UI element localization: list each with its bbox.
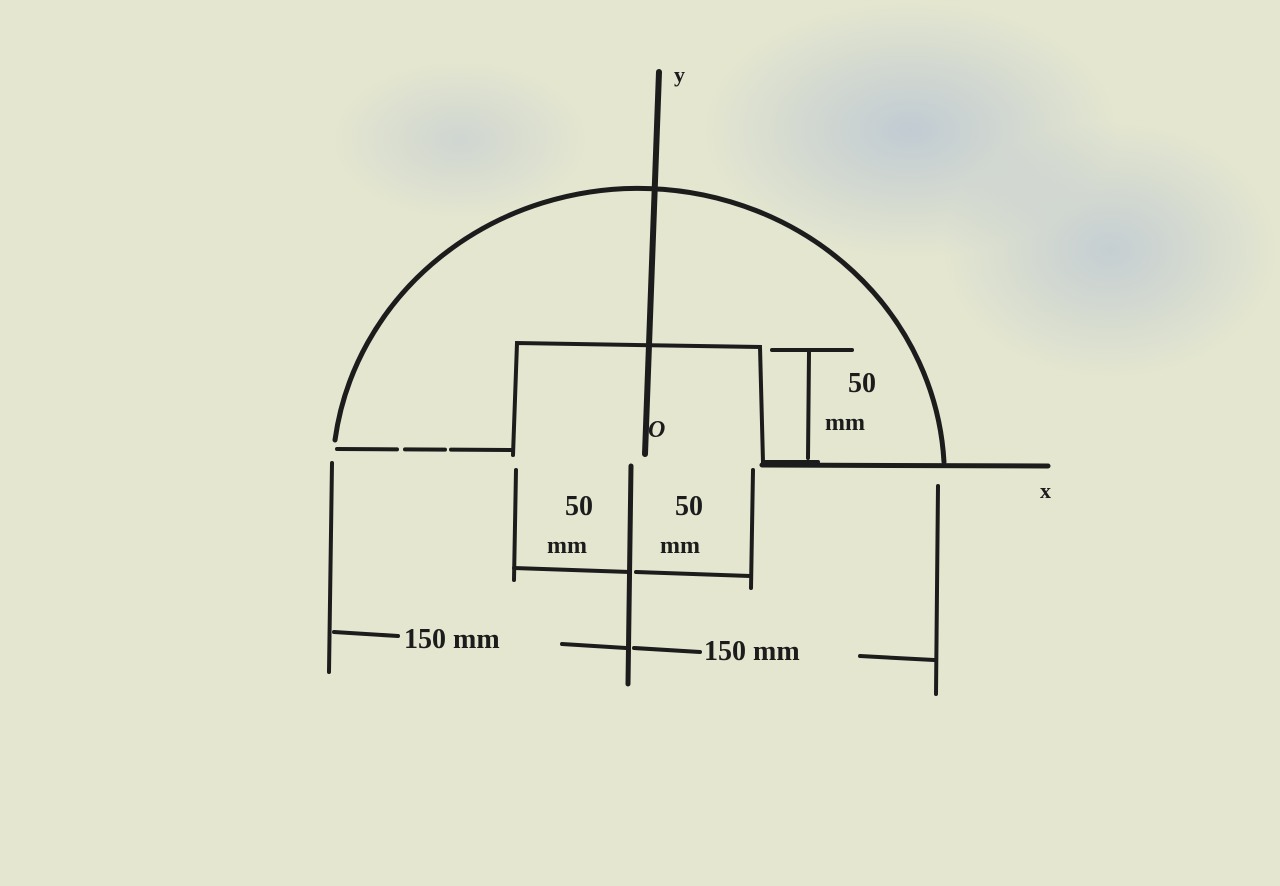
square-cutout-outline	[511, 340, 765, 464]
outer-right-dimension: 150 mm	[704, 636, 800, 667]
outer-right-extension	[934, 484, 940, 696]
height-dim-line	[806, 350, 811, 460]
inner-right-value: 50	[675, 491, 703, 522]
inner-right-extension	[749, 468, 755, 590]
height-dim-value: 50	[848, 368, 876, 399]
height-dim-unit: mm	[825, 410, 865, 436]
outer-left-dimension: 150 mm	[404, 624, 500, 655]
semicircle-arc	[332, 185, 947, 465]
x-axis	[759, 462, 1051, 469]
origin-label: O	[648, 417, 665, 443]
inner-right-dim-line	[634, 570, 752, 578]
inner-left-dim-line	[512, 566, 632, 574]
center-extension-line	[625, 463, 634, 687]
outer-right-dim-line-b	[858, 654, 936, 662]
inner-right-unit: mm	[660, 533, 700, 559]
y-axis-label: y	[674, 62, 685, 87]
outer-left-extension	[327, 461, 334, 674]
inner-left-extension	[512, 468, 518, 582]
x-axis-label: x	[1040, 478, 1051, 503]
left-base-line	[335, 447, 515, 452]
outer-left-dim-line-b	[560, 642, 628, 650]
inner-left-value: 50	[565, 491, 593, 522]
outer-right-dim-line-a	[632, 646, 702, 654]
outer-left-dim-line-a	[332, 630, 400, 638]
inner-left-unit: mm	[547, 533, 587, 559]
y-axis	[642, 69, 662, 457]
